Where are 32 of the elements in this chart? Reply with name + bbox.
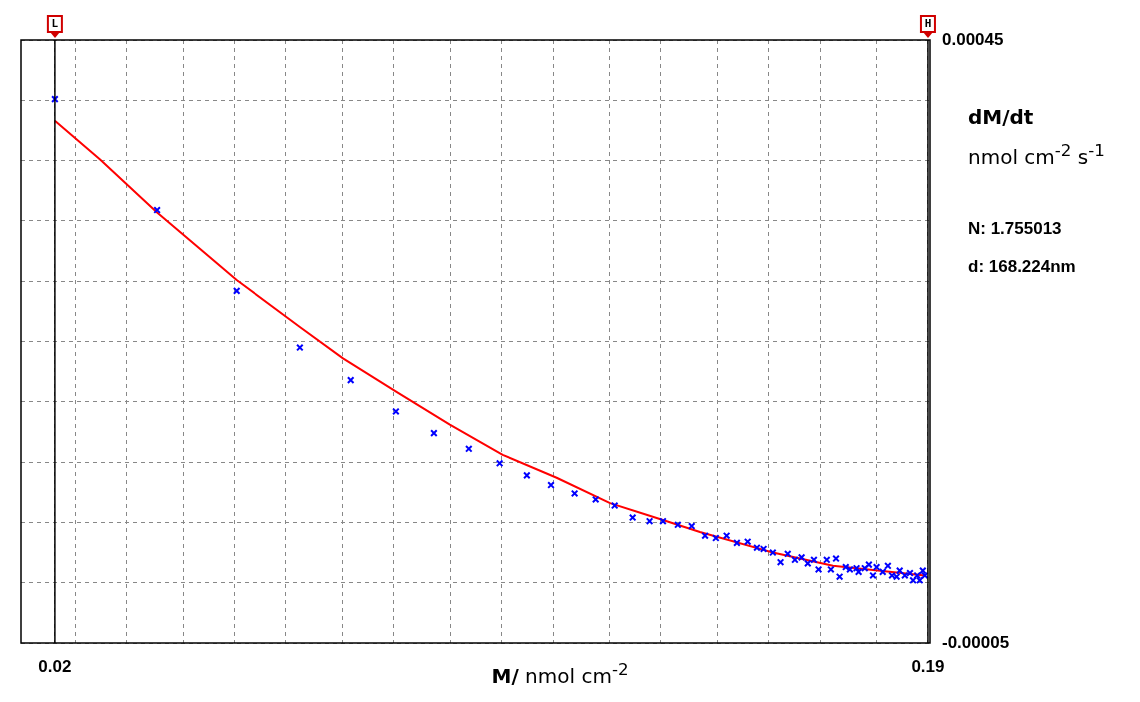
ref-line-label: L bbox=[51, 16, 59, 30]
point bbox=[878, 568, 887, 576]
y-tick-label: -0.00005 bbox=[942, 632, 1010, 652]
point bbox=[803, 559, 812, 568]
point bbox=[776, 558, 785, 567]
point bbox=[296, 343, 304, 352]
point bbox=[610, 501, 619, 510]
point bbox=[797, 553, 806, 562]
point bbox=[570, 489, 579, 498]
x-tick-label: 0.02 bbox=[38, 656, 72, 676]
point bbox=[769, 548, 777, 557]
point bbox=[701, 531, 709, 540]
x-axis-title: M/ nmol cm$^{-2}$ bbox=[491, 660, 629, 688]
point bbox=[465, 445, 473, 453]
y-axis-title: dM/dt nmol cm$^{-2}$ s$^{-1}$ bbox=[968, 104, 1105, 171]
ref-line-label: H bbox=[924, 16, 932, 30]
point bbox=[753, 543, 761, 552]
point bbox=[628, 513, 637, 522]
x-tick-label: 0.19 bbox=[911, 656, 945, 676]
point bbox=[495, 459, 504, 468]
point bbox=[674, 520, 682, 529]
point bbox=[346, 376, 355, 384]
point bbox=[835, 572, 844, 581]
point bbox=[814, 565, 823, 574]
point bbox=[722, 531, 731, 540]
text: d: 168.224nm bbox=[968, 256, 1076, 278]
point bbox=[743, 537, 752, 546]
y-tick-label: 0.00045 bbox=[942, 29, 1004, 49]
text: N: 1.755013 bbox=[968, 218, 1063, 240]
point bbox=[591, 495, 600, 504]
point bbox=[645, 517, 654, 526]
point bbox=[901, 571, 909, 580]
